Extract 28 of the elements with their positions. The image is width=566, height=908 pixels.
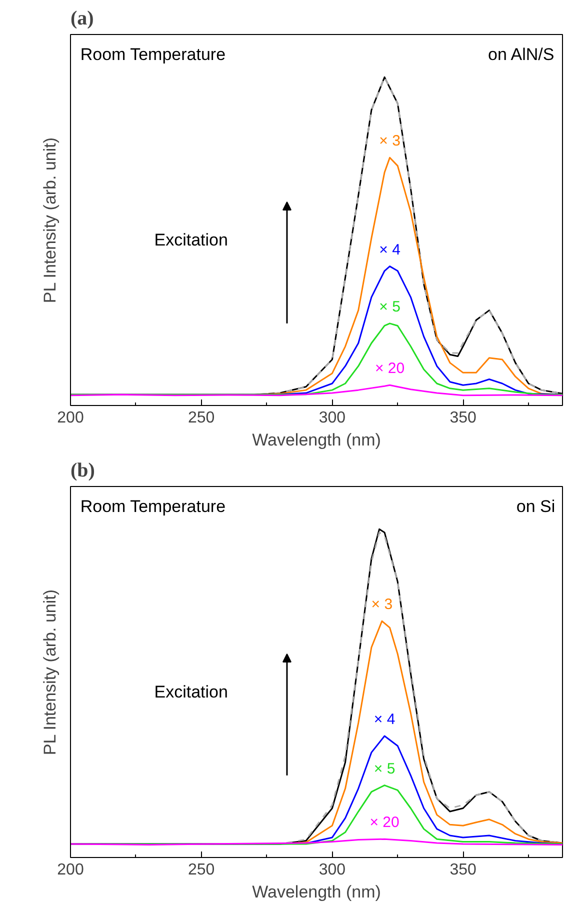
x-tick-label: 300 [318, 410, 346, 426]
annotation: Excitation [154, 682, 228, 702]
x-tick-label: 200 [57, 410, 84, 426]
chart-title: (b) [70, 460, 95, 482]
text: on AlN/S [488, 45, 554, 64]
x-tick-label: 250 [188, 862, 215, 878]
chart-title: (a) [70, 8, 94, 30]
text: Room Temperature [80, 45, 226, 64]
series-label: × 4 [374, 711, 396, 728]
x-axis-title: Wavelength (nm) [252, 430, 381, 450]
x-axis-title: Wavelength (nm) [252, 882, 381, 902]
series-label: × 20 [370, 814, 400, 832]
x-tick-label: 350 [450, 862, 476, 878]
x-tick-label: 300 [318, 862, 346, 878]
series-label: × 4 [379, 241, 400, 258]
series-label: × 5 [374, 760, 396, 778]
text: Room Temperature [80, 497, 226, 516]
series-label: × 3 [371, 596, 393, 614]
annotation: Excitation [154, 230, 228, 250]
x-tick-label: 200 [57, 862, 84, 878]
x-tick-label: 250 [188, 410, 215, 426]
series-label: × 3 [379, 132, 400, 150]
y-axis-title: PL Intensity (arb. unit) [40, 589, 60, 756]
x-tick-label: 350 [450, 410, 476, 426]
y-axis-title: PL Intensity (arb. unit) [40, 137, 60, 304]
series-label: × 5 [379, 298, 400, 316]
text: on Si [516, 497, 556, 516]
series-label: × 20 [374, 360, 405, 378]
